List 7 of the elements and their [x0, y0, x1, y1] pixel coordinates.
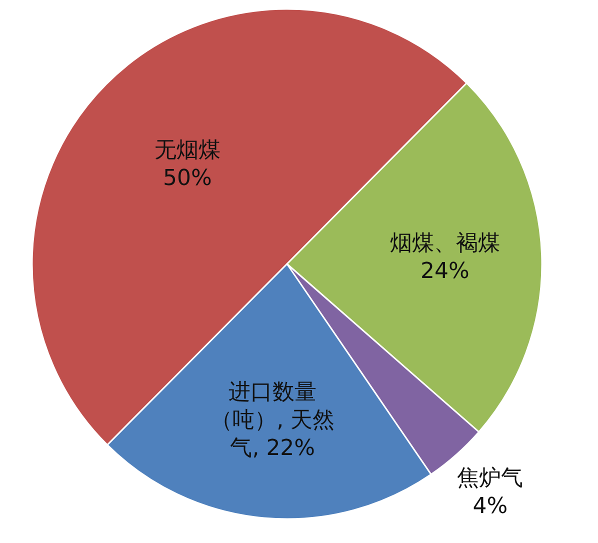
- slice-label: 无烟煤: [154, 138, 220, 164]
- slice-label: 焦炉气: [457, 466, 524, 491]
- data-label: 24%: [420, 259, 470, 284]
- slice-label: 进口数量（吨）, 天然气, 22%: [210, 379, 336, 464]
- data-label: 4%: [472, 494, 508, 519]
- slice-label: 烟煤、褐煤: [390, 231, 500, 256]
- data-label: 50%: [163, 166, 212, 192]
